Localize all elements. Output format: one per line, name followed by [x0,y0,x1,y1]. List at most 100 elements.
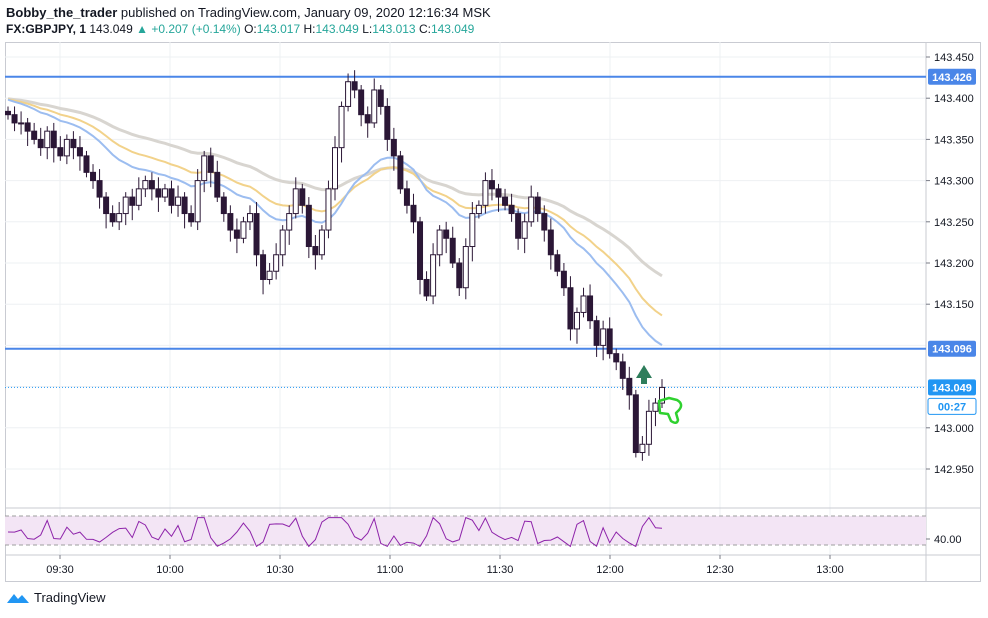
candle [305,197,312,259]
candle [24,117,31,146]
tradingview-logo-icon [7,593,29,603]
candle [417,216,424,295]
candle [11,106,18,132]
candle [325,180,332,239]
candle [384,98,391,151]
candle [332,136,338,201]
candle [364,106,371,138]
candle [573,307,580,344]
candle [201,150,208,193]
candle [5,106,11,120]
time-tick: 10:00 [156,564,184,576]
candle [168,180,175,214]
candle [188,205,195,227]
candle [377,85,384,115]
brand-name: TradingView [34,590,106,605]
candle [613,348,620,371]
candle [135,177,142,211]
time-tick: 12:30 [706,564,734,576]
price-tick: 143.250 [934,217,974,229]
ohlc-line: FX:GBPJPY, 1 143.049 ▲ +0.207 (+0.14%) O… [6,22,474,36]
arrow-up-icon[interactable] [636,365,652,378]
moving-average-yellow [7,98,663,317]
candle [83,150,90,178]
candle [246,205,253,231]
candle [63,134,70,165]
candle [528,185,535,227]
candle [214,160,221,203]
candle [659,379,665,409]
high-value: 143.049 [315,22,359,36]
price-tick: 143.300 [934,176,974,188]
candlesticks [5,70,665,461]
candle [397,150,404,194]
candle [593,315,600,357]
candle [220,192,227,222]
candle [207,147,214,188]
candle [31,122,38,145]
chart-frame [5,42,981,582]
candle [96,169,103,209]
price-tick: 143.350 [934,134,974,146]
time-tick: 11:30 [487,564,514,576]
countdown-badge [927,397,977,415]
candle [181,192,188,229]
thumbs-down-icon[interactable] [657,396,683,424]
current-price-badge-text: 143.049 [932,382,972,394]
candle [645,399,652,456]
candle [619,353,626,390]
candle [351,70,358,99]
candle [155,177,162,212]
candle [502,188,509,211]
current-price-badge [928,379,976,396]
candle [103,192,110,229]
candle [109,205,116,227]
candle [632,389,639,458]
candle [142,175,149,198]
price-tick: 143.450 [934,52,974,64]
candle [534,192,541,222]
candle [90,164,97,189]
low-value: 143.013 [372,22,416,36]
candle [233,218,240,254]
resistance-badge-text: 143.426 [932,72,972,84]
candle [299,183,306,214]
candle [652,398,659,427]
price-tick: 142.950 [934,464,974,476]
candle [626,366,633,410]
resistance-badge [928,68,976,85]
close-label: C: [418,22,431,36]
candle [122,192,129,226]
candle [312,234,319,270]
candle [76,136,83,171]
candle [18,111,25,135]
tradingview-logo[interactable]: TradingView [6,590,106,605]
time-axis[interactable]: 09:30 10:00 10:30 11:00 11:30 12:00 12:30 13:00 [46,555,844,576]
open-label: O: [244,22,257,36]
support-badge-text: 143.096 [932,344,972,356]
candle [358,85,365,127]
rsi-line [7,516,663,548]
candle [161,183,168,203]
candle [227,205,234,242]
price-axis[interactable]: 143.450 143.400 143.350 143.300 143.250 143.2… [926,52,974,476]
candle [554,249,561,277]
candle [129,188,136,221]
candle [175,185,182,217]
time-tick: 09:30 [46,564,74,576]
candle [495,183,502,212]
candle [116,202,123,231]
candle [587,284,594,329]
candle [430,243,437,305]
candle [194,169,201,231]
candle [279,225,286,267]
last-price: 143.049 [89,22,133,36]
time-tick: 13:00 [816,564,844,576]
price-change: ▲ +0.207 (+0.14%) [136,22,241,36]
author-name[interactable]: Bobby_the_trader [6,5,118,20]
candle [50,122,57,163]
candle [462,238,469,300]
rsi-tick: 40.00 [934,534,962,546]
candle [44,126,51,160]
